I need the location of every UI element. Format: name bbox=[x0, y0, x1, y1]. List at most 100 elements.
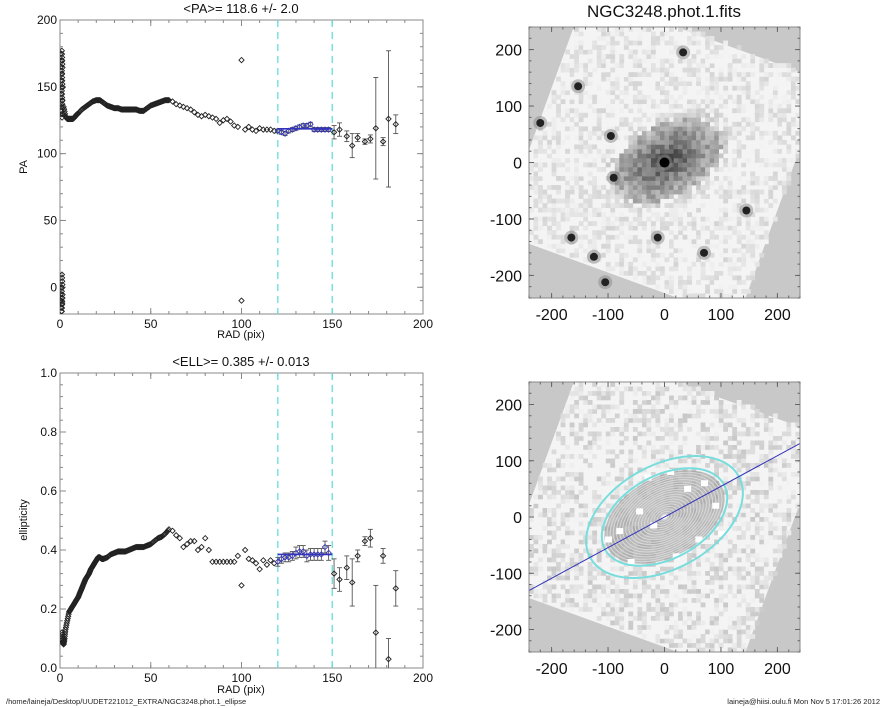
image-pixel bbox=[691, 180, 697, 186]
image-pixel bbox=[659, 194, 665, 199]
image-pixel bbox=[790, 81, 796, 87]
image-pixel bbox=[718, 94, 724, 100]
image-pixel bbox=[601, 481, 607, 486]
image-pixel bbox=[538, 535, 543, 540]
pa-ytick-label: 150 bbox=[37, 80, 57, 94]
image-pixel bbox=[574, 575, 579, 581]
image-pixel bbox=[623, 185, 629, 190]
image-pixel bbox=[547, 243, 552, 249]
masked-region bbox=[650, 522, 658, 529]
image-pixel bbox=[777, 548, 783, 554]
image-pixel bbox=[741, 629, 747, 635]
ell-data-point bbox=[201, 534, 209, 542]
image-pixel bbox=[556, 144, 561, 150]
image-pixel bbox=[696, 445, 701, 450]
image-pixel bbox=[727, 485, 733, 491]
image-pixel bbox=[700, 638, 706, 644]
image-pixel bbox=[664, 180, 670, 186]
image-pixel bbox=[750, 275, 756, 281]
image-pixel bbox=[538, 566, 543, 572]
image-pixel bbox=[619, 203, 625, 208]
image-pixel bbox=[547, 458, 552, 464]
image-pixel bbox=[736, 634, 742, 639]
image-pixel bbox=[641, 221, 647, 227]
image-pixel bbox=[587, 148, 593, 154]
image-pixel bbox=[592, 76, 598, 82]
image-pixel bbox=[655, 135, 661, 141]
image-pixel bbox=[587, 580, 593, 585]
image-pixel bbox=[696, 257, 701, 263]
image-pixel bbox=[551, 144, 557, 150]
image-pixel bbox=[741, 257, 747, 263]
image-pixel bbox=[700, 162, 706, 168]
image-pixel bbox=[574, 148, 579, 154]
image-pixel bbox=[637, 571, 643, 576]
image-pixel bbox=[565, 126, 570, 132]
image-pixel bbox=[592, 530, 598, 536]
image-pixel bbox=[736, 643, 742, 648]
image-pixel bbox=[574, 176, 579, 181]
image-pixel bbox=[763, 530, 769, 536]
image-pixel bbox=[709, 252, 715, 258]
pa-y-axis-label: PA bbox=[18, 159, 30, 174]
image-pixel bbox=[578, 553, 584, 558]
image-pixel bbox=[687, 63, 692, 68]
image-pixel bbox=[673, 148, 679, 154]
image-pixel bbox=[601, 458, 607, 464]
image-pixel bbox=[687, 239, 692, 245]
image-pixel bbox=[650, 261, 656, 267]
image-pixel bbox=[714, 90, 719, 96]
image-pixel bbox=[596, 571, 602, 576]
masked-region bbox=[627, 559, 635, 565]
image-pixel bbox=[641, 58, 647, 64]
image-pixel bbox=[714, 189, 719, 195]
image-pixel bbox=[705, 148, 710, 154]
image-pixel bbox=[565, 454, 570, 459]
image-pixel bbox=[786, 63, 792, 68]
image-pixel bbox=[632, 221, 638, 227]
image-pixel bbox=[687, 638, 692, 644]
image-pixel bbox=[750, 445, 756, 450]
image-pixel bbox=[786, 431, 792, 437]
pa-data-point-inner bbox=[60, 87, 66, 95]
image-pixel bbox=[718, 575, 724, 581]
image-pixel bbox=[610, 494, 616, 500]
image-pixel bbox=[542, 216, 548, 222]
image-pixel bbox=[533, 221, 539, 227]
image-pixel bbox=[754, 189, 760, 195]
image-pixel bbox=[705, 126, 710, 132]
image-pixel bbox=[592, 94, 598, 100]
image-pixel bbox=[623, 598, 629, 603]
pa-outer-point bbox=[348, 142, 356, 149]
image-pixel bbox=[687, 67, 692, 73]
image-pixel bbox=[691, 625, 697, 630]
image-pixel bbox=[628, 54, 634, 59]
image-pixel bbox=[750, 135, 756, 141]
pa-data-point-inner bbox=[60, 90, 65, 97]
image-pixel bbox=[646, 207, 652, 213]
image-pixel bbox=[659, 584, 665, 590]
image-pixel bbox=[632, 427, 638, 432]
image-pixel bbox=[596, 386, 602, 392]
image-pixel bbox=[673, 153, 679, 159]
image-pixel bbox=[691, 221, 697, 227]
image-pixel bbox=[659, 135, 665, 141]
image-pixel bbox=[772, 512, 778, 518]
image-pixel bbox=[641, 144, 647, 150]
image-pixel bbox=[646, 45, 652, 50]
image-pixel bbox=[687, 81, 692, 87]
image-pixel bbox=[696, 126, 701, 132]
image-pixel bbox=[601, 85, 607, 91]
masked-region bbox=[684, 485, 692, 492]
image-pixel bbox=[655, 284, 661, 290]
image-pixel bbox=[637, 598, 643, 603]
image-pixel bbox=[533, 225, 539, 231]
image-pixel bbox=[696, 180, 701, 186]
image-pixel bbox=[574, 54, 579, 59]
image-pixel bbox=[574, 45, 579, 50]
image-pixel bbox=[637, 72, 643, 77]
image-pixel bbox=[632, 81, 638, 87]
image-pixel bbox=[705, 463, 710, 468]
image-pixel bbox=[565, 180, 570, 186]
image-pixel bbox=[655, 81, 661, 87]
